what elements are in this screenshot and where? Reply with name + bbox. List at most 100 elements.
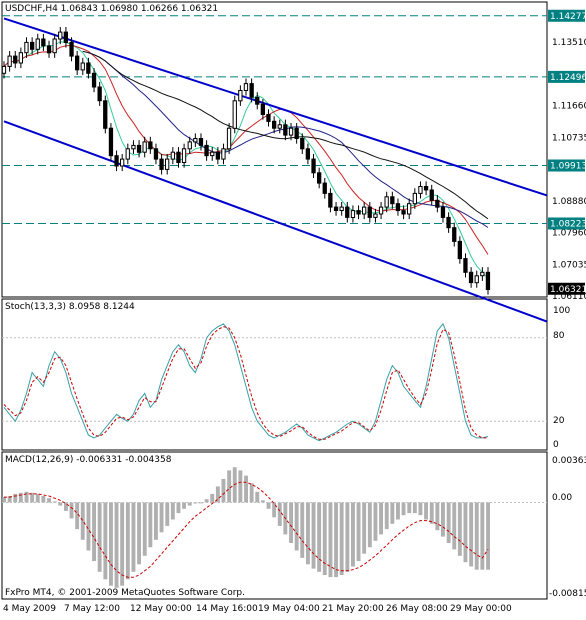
macd-bar-8 bbox=[47, 498, 51, 503]
macd-bar-49 bbox=[277, 502, 282, 526]
macd-bar-71 bbox=[401, 502, 406, 516]
candle-body-63 bbox=[356, 210, 361, 215]
macd-bar-6 bbox=[35, 493, 40, 503]
candle-body-66 bbox=[373, 213, 378, 218]
price-tick-1: 1.11660 bbox=[552, 102, 586, 112]
macd-bar-4 bbox=[24, 491, 29, 503]
macd-bar-18 bbox=[103, 502, 108, 580]
macd-bar-1 bbox=[7, 496, 12, 503]
candle-body-20 bbox=[114, 155, 119, 167]
candle-body-12 bbox=[69, 41, 74, 57]
stoch-signal-line bbox=[3, 326, 488, 440]
macd-bar-26 bbox=[148, 502, 153, 548]
level-tag-1: 1.12496 bbox=[550, 73, 586, 83]
candle-body-55 bbox=[311, 158, 316, 174]
macd-bar-2 bbox=[13, 493, 18, 503]
candle-body-1 bbox=[7, 55, 12, 67]
macd-bar-66 bbox=[373, 502, 378, 541]
macd-bar-54 bbox=[306, 502, 310, 565]
candle-body-57 bbox=[322, 182, 327, 194]
level-tag-3: 1.08223 bbox=[550, 219, 586, 229]
macd-bar-24 bbox=[137, 502, 141, 565]
macd-tick-top: 0.003635 bbox=[552, 456, 586, 466]
macd-bar-84 bbox=[474, 502, 479, 570]
macd-bar-70 bbox=[396, 502, 400, 520]
macd-bar-82 bbox=[463, 502, 468, 563]
candle-body-82 bbox=[463, 258, 468, 273]
candle-body-22 bbox=[125, 148, 130, 160]
price-tick-6: 1.06110 bbox=[552, 292, 586, 302]
x-tick-2: 12 May 00:00 bbox=[130, 604, 192, 614]
candle-body-47 bbox=[266, 114, 271, 122]
macd-bar-67 bbox=[379, 502, 383, 535]
candle-body-69 bbox=[390, 196, 395, 205]
level-tag-bg-2 bbox=[548, 159, 585, 172]
macd-bar-59 bbox=[334, 502, 338, 578]
channel-upper-line bbox=[3, 17, 548, 197]
macd-bar-29 bbox=[165, 502, 170, 526]
macd-bar-44 bbox=[249, 483, 254, 503]
macd-bar-36 bbox=[204, 499, 209, 503]
macd-bar-34 bbox=[193, 502, 198, 504]
macd-bar-86 bbox=[486, 502, 490, 570]
candle-body-61 bbox=[345, 206, 350, 218]
candle-body-30 bbox=[170, 151, 175, 160]
price-tick-0: 1.13510 bbox=[552, 38, 586, 48]
macd-bar-25 bbox=[142, 502, 147, 556]
macd-bar-74 bbox=[418, 502, 423, 516]
macd-bar-57 bbox=[322, 502, 327, 575]
candle-body-59 bbox=[333, 206, 339, 212]
macd-bar-61 bbox=[345, 502, 350, 572]
macd-bar-81 bbox=[457, 502, 462, 556]
current-price-tag-bg bbox=[548, 282, 585, 295]
macd-bar-56 bbox=[317, 502, 322, 572]
candle-body-72 bbox=[407, 203, 412, 215]
price-tick-5: 1.07035 bbox=[552, 260, 586, 270]
macd-bar-83 bbox=[469, 502, 474, 567]
macd-bar-17 bbox=[97, 502, 102, 572]
level-tag-2: 1.09913 bbox=[550, 162, 586, 172]
candle-body-35 bbox=[198, 138, 204, 146]
macd-bar-0 bbox=[2, 497, 6, 503]
candle-body-28 bbox=[159, 158, 164, 170]
candle-body-8 bbox=[46, 45, 52, 54]
candle-body-64 bbox=[362, 206, 367, 215]
level-tag-0: 1.14277 bbox=[550, 12, 586, 22]
macd-bar-14 bbox=[80, 502, 85, 540]
macd-bar-20 bbox=[114, 502, 119, 588]
candle-body-51 bbox=[288, 127, 294, 136]
candle-body-53 bbox=[300, 138, 305, 150]
candle-body-58 bbox=[328, 192, 333, 208]
macd-bar-21 bbox=[120, 502, 125, 586]
candle-body-11 bbox=[63, 31, 68, 43]
candle-body-85 bbox=[480, 271, 485, 277]
copyright-text: FxPro MT4, © 2001-2009 MetaQuotes Softwa… bbox=[5, 588, 245, 598]
macd-bar-55 bbox=[311, 502, 316, 569]
macd-bar-32 bbox=[182, 502, 186, 509]
macd-bar-10 bbox=[58, 502, 63, 506]
candle-body-83 bbox=[468, 271, 474, 284]
candle-body-23 bbox=[131, 144, 136, 150]
x-tick-3: 14 May 16:00 bbox=[196, 604, 258, 614]
candle-body-79 bbox=[446, 216, 451, 229]
macd-bar-46 bbox=[260, 500, 265, 503]
candle-body-80 bbox=[452, 227, 457, 242]
candle-body-15 bbox=[86, 62, 91, 74]
x-tick-5: 21 May 20:00 bbox=[322, 604, 384, 614]
macd-bar-35 bbox=[199, 502, 203, 504]
candle-body-24 bbox=[136, 144, 142, 153]
candle-body-4 bbox=[24, 41, 29, 54]
macd-bar-63 bbox=[356, 502, 361, 562]
candle-body-52 bbox=[294, 127, 299, 139]
candle-body-78 bbox=[440, 206, 446, 218]
x-tick-4: 19 May 04:00 bbox=[258, 604, 320, 614]
macd-panel-title: MACD(12,26,9) -0.006331 -0.004358 bbox=[5, 455, 172, 465]
candle-body-75 bbox=[423, 186, 429, 191]
candle-body-17 bbox=[97, 86, 102, 102]
candle-body-14 bbox=[80, 62, 85, 71]
candle-body-37 bbox=[210, 151, 215, 157]
candle-body-44 bbox=[249, 83, 254, 98]
stoch-tick-20: 20 bbox=[553, 416, 565, 426]
candle-body-73 bbox=[412, 192, 418, 205]
